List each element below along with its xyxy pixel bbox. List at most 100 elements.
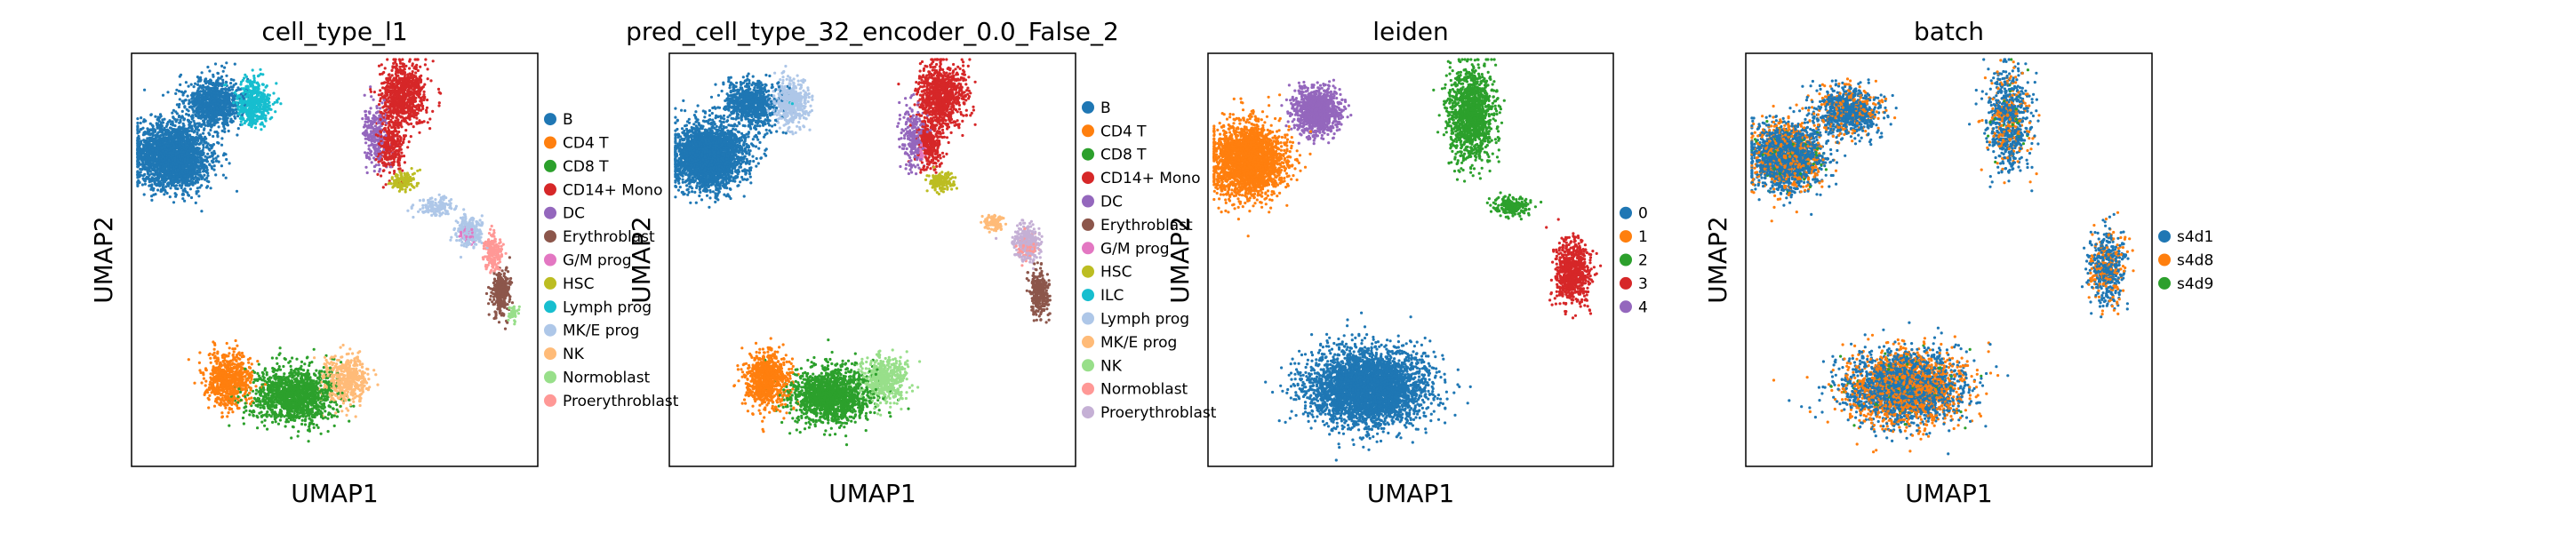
- point: [200, 381, 203, 384]
- point: [316, 424, 318, 426]
- point: [381, 86, 384, 89]
- point: [410, 135, 412, 138]
- point: [162, 94, 164, 97]
- point: [511, 301, 514, 304]
- point: [320, 433, 323, 435]
- point: [187, 95, 189, 98]
- point: [340, 346, 342, 349]
- point: [304, 419, 307, 422]
- point: [301, 419, 304, 422]
- point: [313, 348, 316, 351]
- point: [372, 369, 375, 371]
- point: [340, 410, 343, 412]
- point: [228, 352, 230, 354]
- point: [295, 358, 298, 361]
- point: [169, 187, 172, 189]
- point: [348, 347, 351, 350]
- point: [297, 430, 300, 433]
- point: [396, 138, 399, 140]
- point: [263, 425, 266, 427]
- point: [222, 174, 225, 177]
- point: [220, 137, 223, 139]
- point: [297, 434, 300, 437]
- point: [427, 121, 429, 123]
- point: [190, 84, 193, 86]
- point: [487, 302, 490, 305]
- point: [205, 145, 208, 147]
- point: [188, 99, 190, 101]
- point: [489, 271, 492, 274]
- point: [254, 126, 257, 129]
- point: [499, 309, 501, 312]
- point: [242, 417, 244, 419]
- point: [258, 363, 260, 366]
- point: [248, 413, 251, 416]
- point: [198, 362, 201, 364]
- point: [260, 128, 262, 131]
- point: [300, 423, 303, 426]
- point: [418, 131, 420, 134]
- point: [249, 84, 252, 87]
- point: [437, 88, 440, 91]
- point: [508, 298, 511, 300]
- point: [234, 63, 236, 66]
- point: [264, 367, 267, 370]
- point: [212, 135, 214, 138]
- point: [267, 112, 269, 115]
- point: [195, 202, 197, 204]
- point: [411, 64, 413, 67]
- point: [426, 107, 428, 109]
- point: [495, 314, 498, 316]
- point: [380, 101, 383, 104]
- point: [220, 65, 223, 68]
- point: [274, 101, 276, 104]
- point: [460, 256, 462, 259]
- point: [271, 356, 274, 359]
- point: [379, 89, 381, 91]
- point: [275, 378, 277, 381]
- point: [352, 401, 355, 403]
- point: [276, 362, 278, 365]
- point: [331, 416, 333, 418]
- point: [230, 92, 233, 95]
- point: [178, 106, 180, 108]
- point: [456, 235, 459, 238]
- point: [359, 404, 362, 407]
- point: [236, 345, 238, 347]
- point: [406, 146, 409, 148]
- point: [229, 82, 232, 84]
- point: [228, 130, 230, 132]
- point: [201, 71, 204, 74]
- points-layer: [136, 58, 521, 442]
- point: [143, 193, 146, 195]
- point: [427, 199, 429, 202]
- point: [449, 239, 452, 242]
- point: [136, 131, 139, 134]
- point: [225, 177, 228, 179]
- point: [136, 185, 139, 187]
- point: [508, 256, 511, 259]
- point: [163, 193, 165, 195]
- point: [179, 98, 181, 100]
- point: [213, 164, 216, 167]
- point: [181, 110, 184, 113]
- point: [450, 202, 452, 204]
- point: [428, 117, 431, 120]
- point: [275, 82, 277, 84]
- point: [364, 141, 367, 144]
- point: [384, 67, 387, 69]
- point: [240, 120, 243, 123]
- point: [203, 378, 205, 380]
- point: [166, 91, 169, 93]
- point: [313, 426, 316, 429]
- point: [424, 58, 427, 60]
- point: [342, 402, 345, 404]
- point: [366, 373, 369, 376]
- point: [210, 362, 212, 364]
- point: [390, 69, 393, 72]
- point: [213, 405, 216, 408]
- point: [252, 68, 254, 71]
- point: [378, 93, 380, 96]
- point: [364, 166, 367, 169]
